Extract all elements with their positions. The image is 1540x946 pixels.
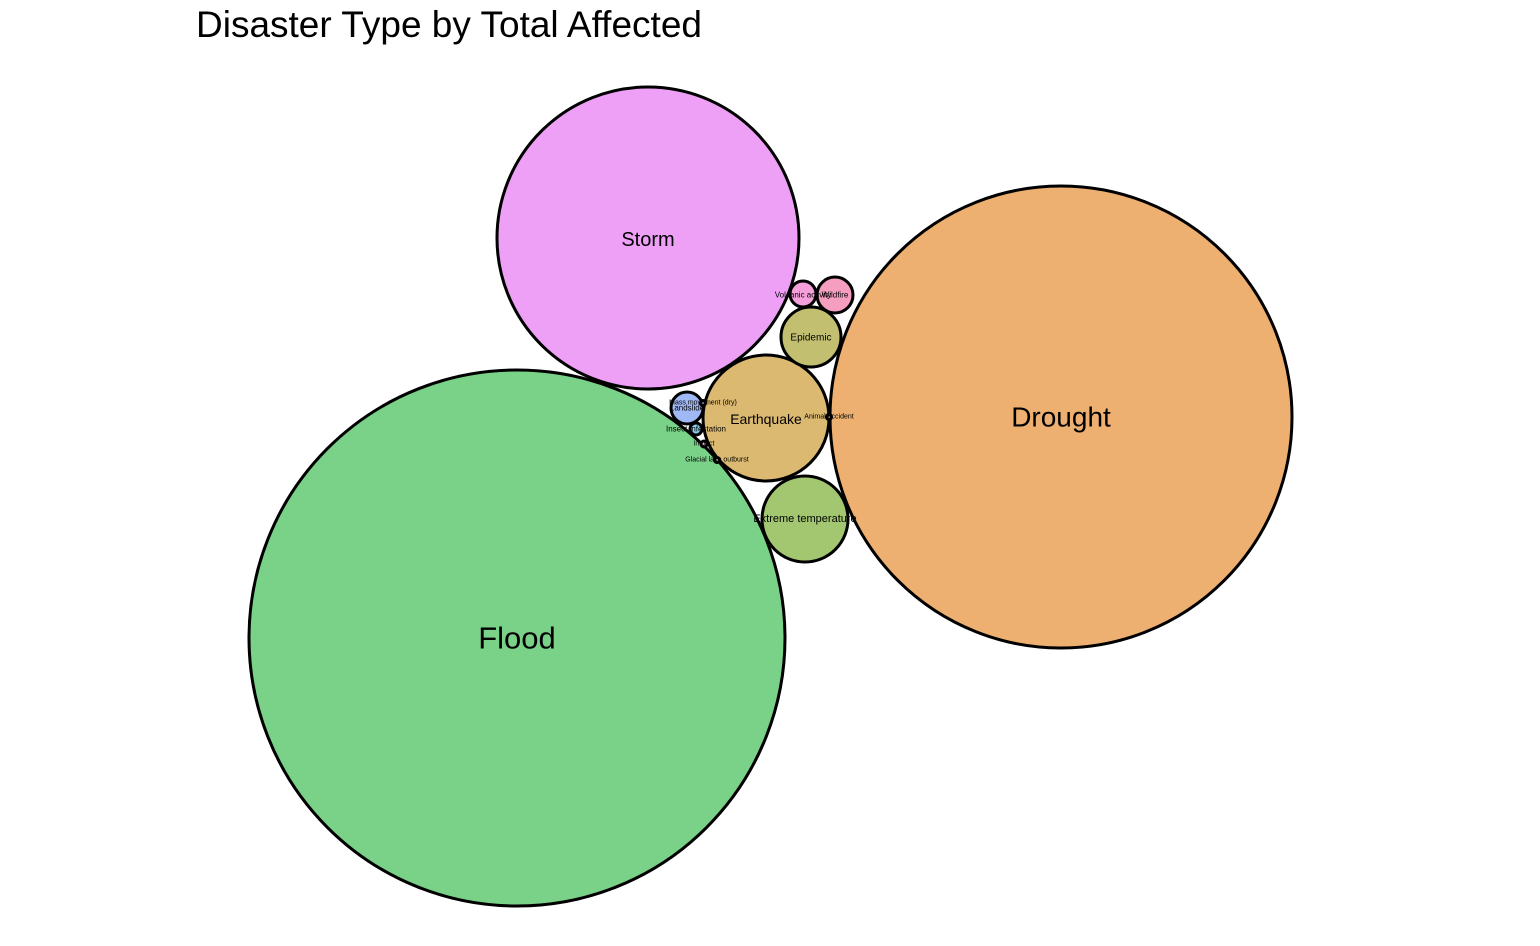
bubble-label-volcanic-activity: Volcanic activity [775, 291, 831, 300]
bubble-insect-infestation [688, 421, 704, 437]
bubble-label-insect-infestation: Insect infestation [666, 425, 726, 434]
bubble-label-wildfire: Wildfire [822, 291, 849, 300]
bubble-label-storm: Storm [621, 229, 674, 251]
bubble-label-epidemic: Epidemic [790, 333, 831, 344]
bubble-storm [495, 85, 801, 391]
bubble-label-flood: Flood [478, 621, 556, 656]
bubble-landslide [669, 390, 705, 426]
bubble-label-earthquake: Earthquake [730, 411, 802, 427]
bubble-label-glacial-lake-outburst: Glacial lake outburst [685, 457, 748, 464]
bubble-label-extreme-temperature: Extreme temperature [753, 513, 856, 525]
bubble-glacial-lake-outburst [713, 456, 721, 464]
bubble-extreme-temperature [760, 474, 850, 564]
bubble-label-mass-movement-dry: Mass movement (dry) [669, 400, 737, 407]
bubble-label-impact: Impact [693, 441, 714, 448]
bubble-impact [699, 439, 709, 449]
bubble-mass-movement-dry [699, 399, 707, 407]
bubble-epidemic [779, 305, 843, 369]
bubble-flood [247, 368, 787, 908]
bubble-label-landslide: Landslide [670, 404, 705, 413]
bubble-label-drought: Drought [1011, 402, 1111, 433]
bubble-label-animal-accident: Animal accident [804, 414, 853, 421]
chart-title: Disaster Type by Total Affected [196, 4, 702, 45]
bubble-animal-accident [825, 413, 833, 421]
bubble-volcanic-activity [788, 279, 818, 309]
